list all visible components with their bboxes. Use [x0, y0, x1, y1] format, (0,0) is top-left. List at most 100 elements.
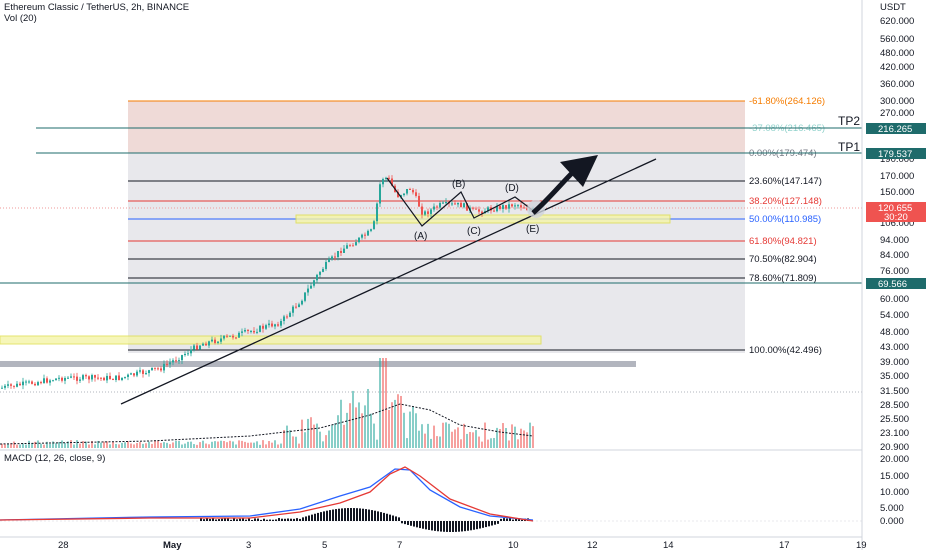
volume-bar [79, 443, 81, 448]
volume-bar [319, 431, 321, 448]
candle-body [433, 206, 435, 210]
volume-bar [70, 440, 72, 448]
time-axis[interactable]: 28 May 3 5 7 10 12 14 17 19 [58, 540, 867, 550]
volume-bar [523, 430, 525, 448]
candle-body [100, 377, 102, 379]
volume-bar [361, 413, 363, 448]
macd-histogram-bar [317, 512, 319, 521]
macd-histogram-bar [272, 519, 274, 521]
candle-body [13, 385, 15, 387]
volume-bar [367, 388, 369, 448]
candle-body [250, 330, 252, 332]
macd-indicator-label[interactable]: MACD (12, 26, close, 9) [4, 453, 106, 464]
volume-bar [139, 442, 141, 448]
macd-histogram-bar [491, 521, 493, 526]
volume-bar [496, 427, 498, 448]
volume-bar [16, 444, 18, 448]
macd-histogram-bar [212, 518, 214, 521]
volume-bar [124, 442, 126, 448]
macd-axis[interactable]: 20.000 15.000 10.000 5.000 0.000 [880, 454, 909, 527]
volume-bar [292, 436, 294, 448]
candle-body [256, 331, 258, 333]
demand-zone-upper[interactable] [295, 214, 671, 224]
macd-histogram-bar [254, 518, 256, 521]
volume-bar [271, 442, 273, 448]
price-tick: 150.000 [880, 187, 914, 198]
price-tick: 54.000 [880, 310, 909, 321]
macd-histogram-bar [422, 521, 424, 529]
volume-bar [103, 441, 105, 448]
macd-histogram-bar [275, 519, 277, 521]
macd-histogram-bar [437, 521, 439, 532]
macd-histogram-bar [473, 521, 475, 530]
candle-body [415, 192, 417, 196]
macd-line [0, 468, 534, 521]
candle-body [55, 378, 57, 381]
candle-body [328, 259, 330, 263]
candle-body [454, 203, 456, 205]
candle-body [307, 288, 309, 293]
grey-zone[interactable] [0, 361, 636, 367]
candle-body [289, 312, 291, 317]
volume-bar [430, 438, 432, 448]
macd-histogram-bar [239, 518, 241, 521]
time-label: 14 [663, 540, 674, 550]
volume-bar [55, 443, 57, 448]
volume-bar [298, 443, 300, 448]
tp1-price-tag[interactable] [866, 148, 926, 159]
volume-bar [37, 440, 39, 448]
macd-histogram-bar [242, 518, 244, 521]
ascending-trendline[interactable] [120, 158, 657, 405]
volume-bar [445, 422, 447, 448]
support-price: 69.566 [878, 279, 907, 290]
candle-body [496, 205, 498, 212]
candle-body [313, 280, 315, 286]
last-price-tag[interactable] [866, 202, 926, 222]
volume-indicator-label[interactable]: Vol (20) [4, 13, 37, 24]
volume-bar [415, 413, 417, 448]
volume-bar [442, 422, 444, 448]
macd-histogram [200, 508, 532, 532]
candle-body [403, 193, 405, 196]
volume-bar [286, 425, 288, 448]
volume-bar [184, 443, 186, 448]
price-axis[interactable]: USDT 620.000 560.000 480.000 420.000 360… [880, 2, 914, 453]
volume-bar [499, 429, 501, 448]
candle-body [19, 383, 21, 386]
volume-bar [391, 402, 393, 448]
candle-body [229, 335, 231, 337]
candle-body [451, 203, 453, 205]
candle-body [34, 383, 36, 386]
macd-histogram-bar [401, 521, 403, 524]
triangle-wave-lines[interactable] [386, 177, 536, 227]
candle-body [400, 195, 402, 198]
demand-zone-lower[interactable] [0, 335, 542, 345]
candle-body [106, 375, 108, 381]
candle-body [127, 374, 129, 377]
bullish-arrow[interactable] [531, 155, 598, 215]
volume-bar [253, 442, 255, 448]
volume-bar [151, 443, 153, 448]
candle-body [376, 203, 378, 222]
candle-body [220, 338, 222, 342]
support-price-tag[interactable] [866, 278, 926, 289]
volume-bar [88, 444, 90, 448]
candle-body [397, 191, 399, 198]
volume-bar [307, 418, 309, 448]
candle-body [115, 375, 117, 380]
time-label: 5 [322, 540, 327, 550]
candle-body [346, 245, 348, 249]
volume-bar [10, 443, 12, 448]
macd-histogram-bar [467, 521, 469, 531]
candle-body [133, 373, 135, 376]
macd-tick: 5.000 [880, 503, 904, 514]
candle-body [172, 360, 174, 363]
fib-label-236: 23.60%(147.147) [749, 176, 822, 187]
volume-bar [280, 443, 282, 448]
tp2-price-tag[interactable] [866, 123, 926, 134]
volume-bar [43, 444, 45, 448]
volume-bars [1, 358, 534, 448]
chart-title[interactable]: Ethereum Classic / TetherUS, 2h, BINANCE [4, 2, 190, 13]
macd-histogram-bar [263, 518, 265, 521]
